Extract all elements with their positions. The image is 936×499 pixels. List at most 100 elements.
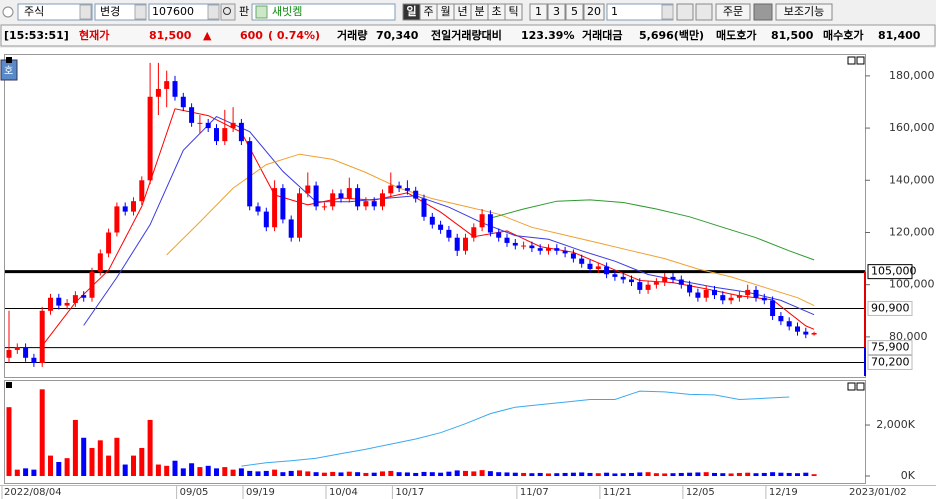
volume-bar: [463, 470, 468, 477]
volume-frame: [4, 380, 866, 484]
candle-body: [6, 349, 12, 358]
end-date-label: 2023/01/02: [849, 487, 907, 498]
volume-bar: [147, 419, 153, 477]
candle-body: [653, 282, 659, 285]
amount: 5,696(백만): [639, 28, 704, 42]
candle-body: [330, 193, 336, 207]
volume-bar: [778, 472, 784, 477]
candle-body: [487, 214, 493, 233]
x-tick-label: 2022/08/04: [4, 487, 62, 498]
dropdown[interactable]: [79, 4, 92, 20]
market-select[interactable]: [17, 3, 93, 21]
plus-button[interactable]: [753, 3, 773, 21]
candle-body: [454, 237, 460, 251]
search-button[interactable]: [220, 3, 236, 21]
panel-icon[interactable]: [856, 56, 865, 65]
icon-button[interactable]: [695, 3, 713, 21]
prev-ratio-label: 전일거래량대비: [431, 28, 502, 42]
volume-bar: [114, 437, 120, 477]
dropdown[interactable]: [661, 4, 674, 20]
volume-bar: [670, 473, 676, 477]
toolbar-button[interactable]: [504, 3, 523, 21]
volume-bar: [595, 473, 601, 477]
toolbar-button-label: 초: [491, 5, 501, 18]
volume-bar: [380, 471, 385, 477]
candle-body: [761, 297, 767, 301]
level-label-box: [867, 300, 913, 316]
toolbar-button[interactable]: [775, 3, 833, 21]
volume-bar: [31, 469, 37, 477]
volume-bar: [629, 472, 634, 477]
candle-body: [612, 274, 618, 277]
volume-bar: [579, 472, 585, 477]
x-tick-label: 11/07: [520, 487, 549, 498]
volume-bar: [471, 471, 477, 477]
x-tick-label: 10/04: [329, 487, 358, 498]
candle-body: [745, 289, 751, 296]
candle-body: [305, 185, 311, 194]
panel-icon[interactable]: [856, 382, 865, 391]
icon-button[interactable]: [676, 3, 694, 21]
volume-bar: [197, 467, 203, 477]
candle-body: [388, 185, 394, 194]
y-tick-label: 0K: [901, 469, 916, 482]
candle-body: [114, 206, 120, 233]
candle-body: [230, 122, 236, 129]
panel-icon[interactable]: [6, 382, 12, 388]
candle-body: [587, 263, 593, 270]
toolbar-button-label: 보조기능: [784, 5, 824, 18]
candle-body: [554, 248, 560, 251]
candle-body: [380, 193, 385, 207]
candle-body: [97, 253, 103, 272]
toolbar-button[interactable]: [565, 3, 584, 21]
volume-bar: [570, 472, 576, 477]
candle-body: [396, 185, 402, 189]
candle-body: [728, 297, 734, 301]
dropdown[interactable]: [207, 4, 220, 20]
candle-body: [371, 201, 377, 207]
pan: 판: [239, 5, 249, 18]
candle-body: [496, 232, 502, 238]
candle-body: [56, 297, 62, 306]
nav-icon[interactable]: [2, 6, 14, 18]
toolbar-button[interactable]: [583, 3, 605, 21]
candle-body: [155, 88, 161, 97]
volume-bar: [512, 472, 518, 477]
volume-bar: [214, 468, 219, 477]
candle-body: [670, 276, 676, 280]
candle-body: [48, 297, 53, 311]
candle-body: [222, 128, 228, 142]
toolbar-button-label: 3: [553, 5, 560, 18]
panel-icon[interactable]: [847, 382, 856, 391]
volume-bar: [122, 464, 128, 477]
panel-icon[interactable]: [847, 56, 856, 65]
change: 변경: [100, 5, 120, 18]
toolbar-button[interactable]: [715, 3, 751, 21]
info-texts: [15:53:51] 현재가 81,500 ▲ 600 ( 0.74%) 거래량…: [4, 28, 921, 42]
volume-bar: [106, 455, 112, 477]
candle-body: [521, 245, 527, 247]
volume-bar: [811, 474, 817, 477]
x-tick-label: 09/19: [246, 487, 275, 498]
volume: 70,340: [376, 29, 419, 42]
candle-body: [645, 284, 651, 290]
toolbar-button[interactable]: [547, 3, 566, 21]
candle-body: [471, 227, 477, 238]
volume-bar: [803, 472, 809, 477]
price-frame: [4, 54, 866, 378]
volume-bar: [338, 472, 344, 477]
candle-body: [770, 300, 776, 317]
dropdown[interactable]: [134, 4, 147, 20]
candle-body: [429, 216, 435, 225]
panel-icon[interactable]: [6, 57, 12, 63]
y-tick-label: 180,000: [889, 69, 935, 82]
candle-body: [703, 289, 709, 298]
candle-body: [712, 289, 717, 296]
candle-body: [238, 122, 244, 142]
volume-bar: [695, 472, 701, 477]
volume-label: 거래량: [337, 28, 367, 42]
candle-body: [106, 232, 112, 254]
toolbar-button[interactable]: [529, 3, 548, 21]
candle-body: [512, 242, 518, 246]
volume-bar: [703, 472, 709, 477]
